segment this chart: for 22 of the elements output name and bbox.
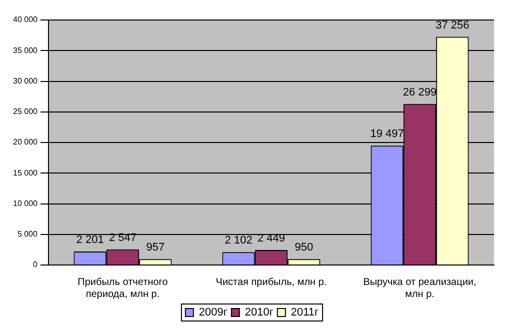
- legend-label: 2009г: [198, 306, 228, 319]
- data-label: 2 201: [76, 234, 104, 246]
- y-tick-label: 20 000: [13, 138, 38, 147]
- x-tick-label: Прибыль отчетного периода, млн р.: [78, 276, 168, 300]
- data-label: 957: [146, 242, 165, 254]
- y-tick-label: 30 000: [13, 76, 38, 86]
- data-label: 19 497: [370, 128, 404, 140]
- y-tick-label: 15 000: [13, 168, 38, 178]
- x-tick-label: Чистая прибыль, млн р.: [216, 276, 327, 288]
- x-tick-label: Выручка от реализации, млн р.: [363, 276, 476, 300]
- legend-label: 2011г: [290, 306, 319, 319]
- y-tick-label: 5 000: [17, 230, 38, 239]
- data-label: 950: [294, 242, 314, 254]
- y-tick-label: 0: [33, 260, 38, 270]
- data-label: 37 256: [436, 19, 470, 32]
- y-tick-label: 35 000: [13, 46, 38, 55]
- data-label: 26 299: [402, 86, 437, 98]
- y-tick-label: 40 000: [13, 15, 38, 24]
- y-tick-label: 25 000: [13, 107, 38, 116]
- data-label: 2 102: [224, 234, 252, 247]
- y-tick-label: 10 000: [13, 198, 38, 208]
- legend-label: 2010г: [244, 306, 274, 319]
